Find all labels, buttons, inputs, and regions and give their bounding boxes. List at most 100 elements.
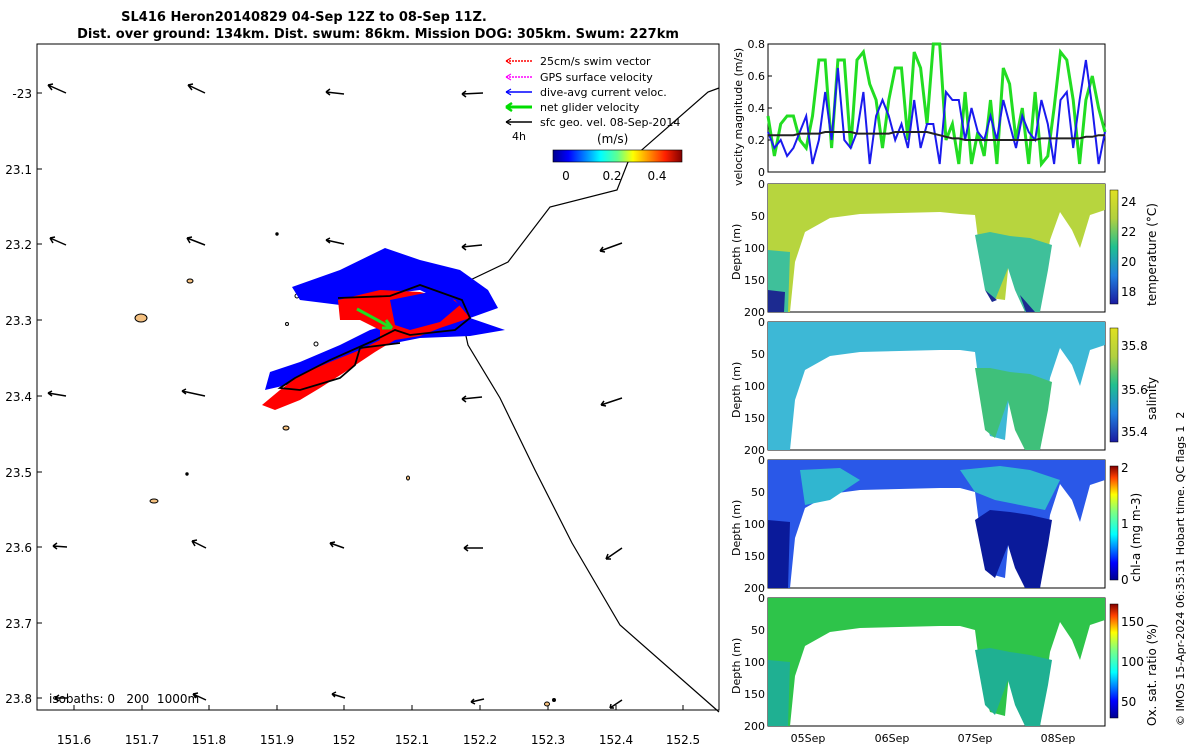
map-x-tick: 152.4 [599, 733, 633, 747]
salinity-section-mid [975, 368, 1052, 450]
velocity-y-tick: 0 [758, 166, 765, 179]
legend-swim-vector: 25cm/s swim vector [540, 55, 651, 68]
map-y-tick: 23.6 [5, 541, 32, 555]
temperature-section-deep [768, 232, 1052, 312]
chla-colorbar-label: chl-a (mg m-3) [1129, 493, 1143, 582]
time-x-tick: 05Sep [791, 732, 826, 745]
isobath-line [461, 87, 720, 713]
salinity-y-tick: 0 [758, 316, 765, 329]
map-x-tick: 152 [333, 733, 356, 747]
chla-cbar-tick: 2 [1121, 461, 1129, 475]
chla-y-tick: 200 [744, 582, 765, 595]
salinity-y-tick: 100 [744, 380, 765, 393]
time-x-tick: 07Sep [958, 732, 993, 745]
salinity-cbar-tick: 35.8 [1121, 339, 1148, 353]
temperature-y-tick: 0 [758, 178, 765, 191]
chla-section-high [800, 466, 1060, 510]
net-glider-velocity-arrow [356, 307, 394, 330]
oxygen-cbar-tick: 50 [1121, 695, 1136, 709]
isobaths-label: isobaths: 0 200 1000m [49, 692, 199, 706]
chla-cbar-tick: 0 [1121, 573, 1129, 587]
velocity-y-tick: 0.4 [748, 102, 766, 115]
salinity-panel: 0 50 100 150 200 Depth (m) 35.8 35.6 35.… [730, 316, 1159, 457]
legend-gps-velocity: GPS surface velocity [540, 71, 653, 84]
glider-track [277, 284, 472, 391]
temperature-colorbar-label: temperature (°C) [1145, 203, 1159, 306]
map-x-tick: 152.2 [463, 733, 497, 747]
oxygen-cbar-tick: 150 [1121, 615, 1144, 629]
reef-outlines [134, 232, 556, 707]
map-panel: 151.6 151.7 151.8 151.9 152 152.1 152.2 … [5, 43, 720, 747]
chla-cbar-tick: 1 [1121, 517, 1129, 531]
oxygen-y-ticks: 0 50 100 150 200 [744, 592, 765, 733]
oxygen-colorbar-label: Ox. sat. ratio (%) [1145, 624, 1159, 726]
oxygen-colorbar [1109, 603, 1119, 719]
colorbar-tick: 0 [562, 169, 570, 183]
oxygen-colorbar-ticks: 150 100 50 [1121, 615, 1144, 709]
salinity-y-tick: 150 [744, 412, 765, 425]
temperature-cbar-tick: 20 [1121, 255, 1136, 269]
oxygen-section-deep [768, 648, 1052, 726]
temperature-cbar-tick: 24 [1121, 195, 1136, 209]
temperature-y-tick: 200 [744, 306, 765, 319]
velocity-panel: 0 0.2 0.4 0.6 0.8 velocity magnitude (m/… [732, 38, 1107, 186]
temperature-colorbar [1109, 189, 1119, 305]
temperature-colorbar-ticks: 24 22 20 18 [1121, 195, 1136, 299]
salinity-y-ticks: 0 50 100 150 200 [744, 316, 765, 457]
chla-y-tick: 100 [744, 518, 765, 531]
chla-y-tick: 150 [744, 550, 765, 563]
temperature-y-label: Depth (m) [730, 224, 743, 280]
map-y-tick: -23 [12, 87, 32, 101]
chla-y-tick: 0 [758, 454, 765, 467]
map-y-tick: 23.2 [5, 238, 32, 252]
colorbar-gradient [552, 149, 683, 163]
map-y-tick: 23.8 [5, 692, 32, 706]
colorbar-tick: 0.2 [602, 169, 621, 183]
velocity-y-ticks: 0 0.2 0.4 0.6 0.8 [748, 38, 772, 179]
time-x-tick: 06Sep [875, 732, 910, 745]
temperature-y-tick: 150 [744, 274, 765, 287]
chla-y-tick: 50 [751, 486, 765, 499]
salinity-y-label: Depth (m) [730, 362, 743, 418]
map-y-tick: 23.3 [5, 314, 32, 328]
sfc-velocity-arrows [47, 83, 623, 709]
temperature-cbar-tick: 18 [1121, 285, 1136, 299]
velocity-y-tick: 0.8 [748, 38, 766, 51]
oxygen-panel: 0 50 100 150 200 Depth (m) 150 100 50 Ox… [730, 592, 1159, 745]
oxygen-y-label: Depth (m) [730, 638, 743, 694]
map-x-ticks: 151.6 151.7 151.8 151.9 152 152.1 152.2 … [57, 705, 700, 747]
colorbar-tick: 0.4 [647, 169, 666, 183]
figure-title-line2: Dist. over ground: 134km. Dist. swum: 86… [77, 27, 679, 42]
map-x-tick: 152.3 [531, 733, 565, 747]
velocity-series-line [767, 59, 1106, 165]
current-vector-fan [265, 248, 505, 390]
velocity-y-label: velocity magnitude (m/s) [732, 48, 745, 186]
chla-y-label: Depth (m) [730, 500, 743, 556]
temperature-y-tick: 100 [744, 242, 765, 255]
map-y-tick: 23.1 [5, 163, 32, 177]
chla-colorbar [1109, 465, 1119, 581]
figure-title-line1: SL416 Heron20140829 04-Sep 12Z to 08-Sep… [121, 10, 487, 25]
current-vector-fan-inner [390, 290, 460, 330]
velocity-y-tick: 0.6 [748, 70, 766, 83]
velocity-series [766, 42, 1107, 168]
velocity-series-line [766, 42, 1107, 168]
legend-sfc-geo-velocity: sfc geo. vel. 08-Sep-2014 [540, 116, 680, 129]
map-y-tick: 23.4 [5, 390, 32, 404]
oxygen-y-tick: 100 [744, 656, 765, 669]
chla-section-low [768, 510, 1052, 588]
velocity-series-line [768, 131, 1105, 141]
legend-net-glider-velocity: net glider velocity [540, 101, 640, 114]
salinity-colorbar-ticks: 35.8 35.6 35.4 [1121, 339, 1148, 439]
temperature-y-ticks: 0 50 100 150 200 [744, 178, 765, 319]
oxygen-y-tick: 200 [744, 720, 765, 733]
legend-current-velocity: dive-avg current veloc. [540, 86, 667, 99]
copyright-note: © IMOS 15-Apr-2024 06:35:31 Hobart time.… [1174, 412, 1187, 726]
chla-colorbar-ticks: 2 1 0 [1121, 461, 1129, 587]
salinity-cbar-tick: 35.4 [1121, 425, 1148, 439]
temperature-cbar-tick: 22 [1121, 225, 1136, 239]
map-legend: 25cm/s swim vector GPS surface velocity … [505, 55, 680, 143]
oxygen-y-tick: 150 [744, 688, 765, 701]
chla-y-ticks: 0 50 100 150 200 [744, 454, 765, 595]
salinity-colorbar [1109, 327, 1119, 443]
